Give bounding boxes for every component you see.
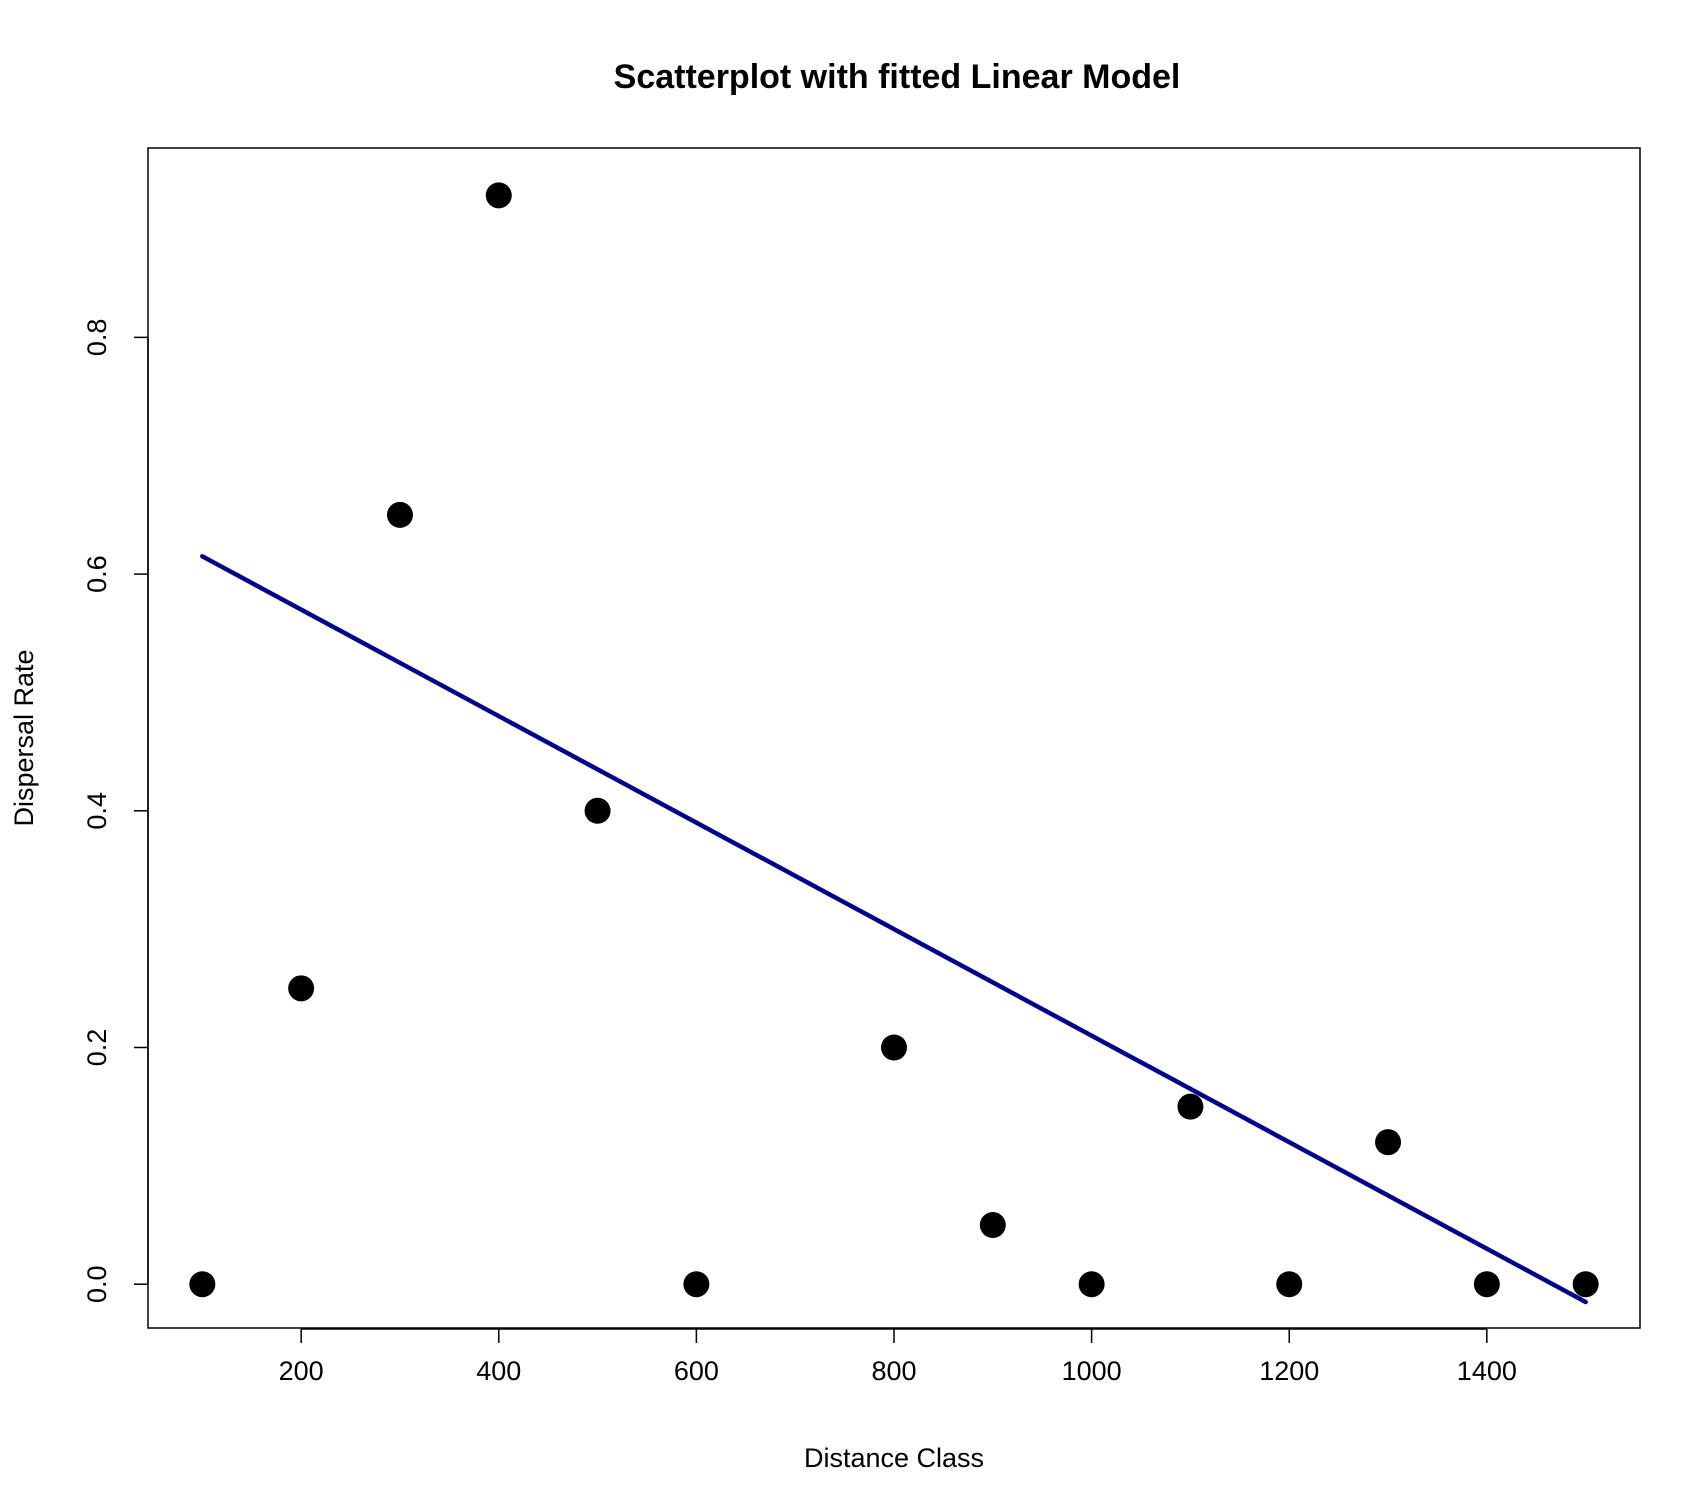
data-point xyxy=(683,1271,710,1298)
data-point xyxy=(1078,1271,1105,1298)
y-tick-label: 0.4 xyxy=(82,792,112,830)
fitted-linear-model-line xyxy=(200,554,1588,1305)
data-point xyxy=(189,1271,216,1298)
x-tick-label: 1200 xyxy=(1259,1356,1319,1386)
data-point xyxy=(584,797,611,824)
y-axis-label: Dispersal Rate xyxy=(9,649,39,826)
data-point xyxy=(1473,1271,1500,1298)
data-point xyxy=(386,501,413,528)
x-tick-label: 1000 xyxy=(1062,1356,1122,1386)
data-point xyxy=(881,1034,907,1061)
x-tick-label: 200 xyxy=(279,1356,324,1386)
data-point xyxy=(979,1212,1006,1239)
data-point xyxy=(1177,1093,1204,1120)
y-tick-label: 0.0 xyxy=(82,1265,112,1303)
fit-line-layer xyxy=(200,554,1588,1305)
data-point xyxy=(485,182,512,209)
points-layer xyxy=(189,182,1599,1298)
x-tick-label: 400 xyxy=(476,1356,521,1386)
y-axis: 0.0 0.2 0.4 0.6 0.8 xyxy=(82,319,149,1303)
plot-frame xyxy=(147,147,1641,1329)
x-tick-label: 800 xyxy=(871,1356,916,1386)
x-tick-label: 1400 xyxy=(1457,1356,1517,1386)
data-point xyxy=(1276,1271,1303,1298)
x-axis: 200 400 600 800 1000 1200 1400 xyxy=(279,1328,1517,1386)
y-tick-label: 0.8 xyxy=(82,319,112,357)
data-point xyxy=(288,975,315,1002)
y-tick-label: 0.6 xyxy=(82,555,112,593)
x-tick-label: 600 xyxy=(674,1356,719,1386)
chart-title: Scatterplot with fitted Linear Model xyxy=(614,58,1181,96)
data-point xyxy=(1375,1129,1402,1156)
data-point xyxy=(1572,1271,1599,1298)
x-axis-label: Distance Class xyxy=(804,1443,984,1473)
y-tick-label: 0.2 xyxy=(82,1029,112,1067)
